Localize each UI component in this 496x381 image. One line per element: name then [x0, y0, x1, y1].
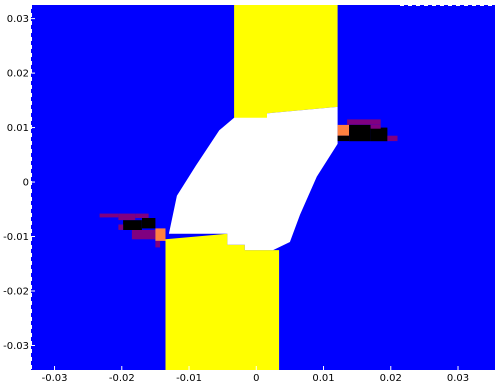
- x-tick-label: -0.02: [109, 373, 135, 381]
- y-tick-label: 0.03: [7, 14, 29, 25]
- x-axis-ticks: -0.03 -0.02 -0.01 0 0.01 0.02 0.03: [42, 366, 469, 381]
- y-tick-label: -0.02: [3, 287, 29, 298]
- heatmap-cell: [123, 220, 142, 230]
- x-tick-label: -0.01: [176, 373, 202, 381]
- heatmap-cell: [337, 135, 349, 142]
- upper-yellow-band: [234, 5, 338, 120]
- heatmap-cell: [370, 124, 381, 129]
- heatmap-cell: [370, 127, 388, 142]
- regions-layer: [165, 5, 338, 370]
- heatmap-cell: [118, 213, 136, 221]
- lower-yellow-band: [165, 233, 280, 370]
- y-tick-label: -0.01: [3, 232, 29, 243]
- x-tick-label: -0.03: [42, 373, 68, 381]
- heatmap-cell: [347, 119, 381, 125]
- heatmap-cell: [135, 213, 149, 218]
- heatmap-cell: [155, 228, 166, 241]
- heatmap-cell: [131, 230, 156, 240]
- heatmap-cell: [155, 240, 161, 248]
- x-tick-label: 0.02: [380, 373, 402, 381]
- heatmap-cell: [142, 218, 156, 229]
- cells-layer: [99, 119, 398, 248]
- heatmap-cell: [118, 224, 124, 230]
- x-tick-label: 0: [253, 373, 259, 381]
- y-tick-label: 0: [23, 178, 29, 189]
- heatmap-cell: [99, 213, 119, 218]
- heatmap-cell: [349, 124, 371, 142]
- heatmap-cell: [387, 135, 398, 142]
- x-tick-label: 0.03: [447, 373, 469, 381]
- y-tick-label: -0.03: [3, 341, 29, 352]
- y-tick-label: 0.02: [7, 69, 29, 80]
- y-axis-ticks: 0.03 0.02 0.01 0 -0.01 -0.02 -0.03: [3, 14, 35, 352]
- y-tick-label: 0.01: [7, 123, 29, 134]
- x-tick-label: 0.01: [312, 373, 334, 381]
- heatmap-cell: [337, 124, 349, 136]
- central-white-region: [168, 106, 338, 251]
